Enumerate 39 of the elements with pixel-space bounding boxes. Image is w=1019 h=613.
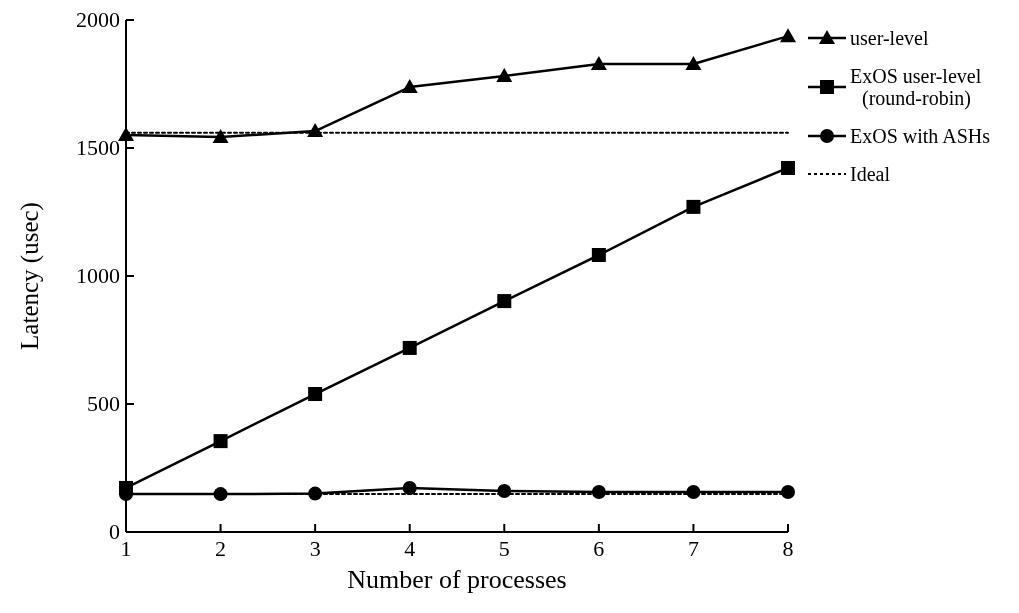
point [213, 434, 228, 449]
point [402, 480, 417, 495]
point [781, 485, 795, 500]
point [212, 128, 229, 143]
y-axis-title: Latency (usec) [16, 202, 44, 350]
legend-label: ExOS user-level (round-robin) [850, 65, 982, 110]
point [591, 248, 606, 263]
point [308, 486, 323, 501]
point [686, 485, 701, 500]
x-tick-label: 6 [593, 536, 605, 561]
point [591, 485, 606, 500]
point [781, 160, 795, 175]
point [590, 56, 607, 71]
x-tick-label: 5 [498, 536, 510, 561]
legend-label: user-level [850, 27, 929, 49]
point [685, 56, 702, 71]
point [780, 28, 796, 43]
x-tick-label: 4 [404, 536, 416, 561]
y-tick-label: 2000 [76, 7, 120, 32]
y-tick-label: 500 [87, 391, 120, 416]
point [402, 340, 417, 355]
y-tick-label: 1000 [76, 263, 120, 288]
point [401, 79, 418, 94]
x-tick-label: 7 [687, 536, 699, 561]
legend-label: Ideal [850, 163, 891, 185]
x-axis-title: Number of processes [347, 565, 567, 594]
x-tick-label: 3 [309, 536, 321, 561]
y-tick-label: 0 [109, 519, 120, 544]
x-tick-label: 1 [120, 536, 132, 561]
y-tick-label: 1500 [76, 135, 120, 160]
x-tick-label: 8 [782, 536, 794, 561]
legend-label: ExOS with ASHs [850, 125, 991, 147]
point [497, 484, 512, 499]
point [308, 387, 323, 402]
point [496, 68, 513, 83]
point [213, 487, 228, 502]
point [497, 294, 512, 309]
point [686, 199, 701, 214]
x-tick-label: 2 [215, 536, 227, 561]
